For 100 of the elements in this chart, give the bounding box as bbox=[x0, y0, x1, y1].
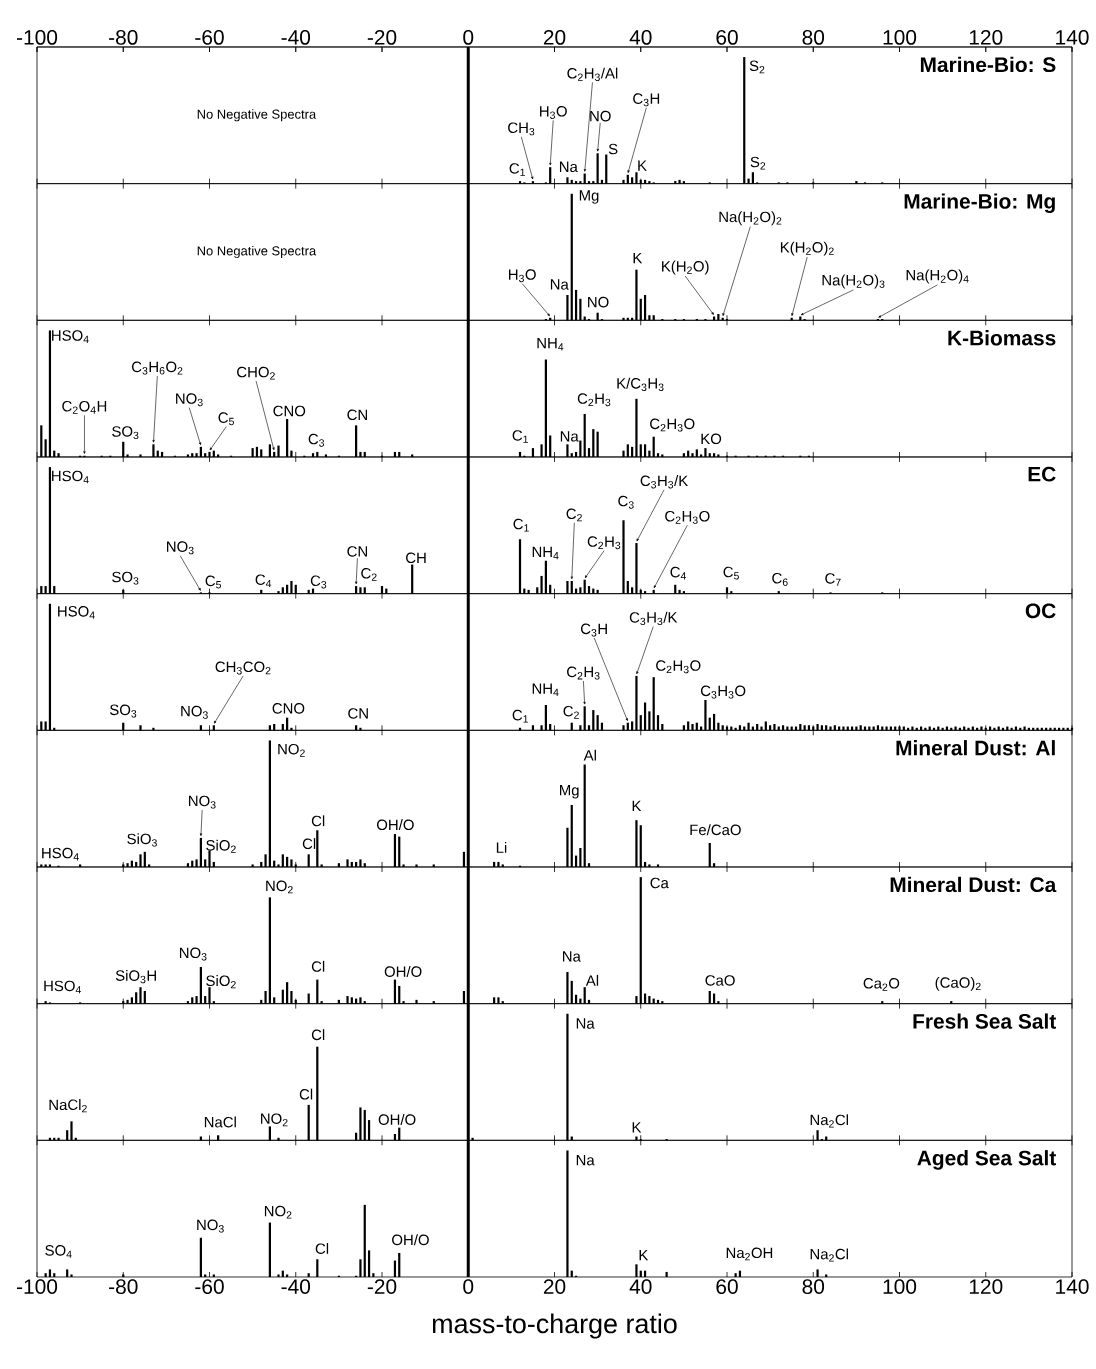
annotation: C$_{6}$ bbox=[772, 572, 788, 586]
annotation: Cl bbox=[311, 815, 325, 827]
annotation: Na bbox=[576, 1018, 595, 1029]
x-tick-label: 120 bbox=[969, 1279, 1003, 1295]
x-tick-label: 140 bbox=[1056, 1279, 1089, 1295]
annotation: SO$_{3}$ bbox=[112, 571, 139, 585]
annotation: C$_{3}$ bbox=[310, 575, 327, 589]
x-tick-label: 40 bbox=[629, 1279, 652, 1295]
x2-tick-label: 100 bbox=[883, 29, 917, 45]
annotation: CH bbox=[406, 552, 426, 564]
annotation: Al bbox=[585, 974, 599, 986]
annotation: Na bbox=[562, 951, 581, 962]
annotation: NO bbox=[588, 296, 609, 308]
annotation: K bbox=[632, 800, 642, 812]
x2-tick-label: -80 bbox=[109, 29, 138, 45]
annotation: NaCl bbox=[204, 1116, 236, 1128]
chart-title: K-Biomass bbox=[948, 330, 1056, 346]
annotation: Na bbox=[560, 431, 579, 442]
annotation: C$_{2}$H$_{3}$O bbox=[656, 660, 701, 674]
x-tick-label: 60 bbox=[716, 1279, 738, 1295]
annotation: K bbox=[632, 1122, 642, 1133]
annotation: CH$_{3}$ bbox=[508, 122, 535, 136]
chart-title: OC bbox=[1025, 603, 1056, 619]
annotation: Na bbox=[559, 161, 578, 173]
annotation: Al bbox=[583, 749, 596, 761]
annotation: K bbox=[638, 160, 647, 171]
annotation: C$_{2}$O$_{4}$H bbox=[62, 400, 107, 414]
annotation: NO$_{2}$ bbox=[266, 880, 293, 894]
annotation: NO$_{3}$ bbox=[167, 541, 194, 555]
annotation: Cl bbox=[302, 838, 316, 850]
annotation: CH$_{3}$CO$_{2}$ bbox=[215, 661, 271, 675]
annotation: C$_{2}$H$_{3}$ bbox=[577, 393, 611, 407]
annotation: S bbox=[608, 143, 618, 155]
annotation: C$_{2}$H$_{3}$O bbox=[650, 418, 695, 432]
annotation: Na$_{2}$Cl bbox=[810, 1248, 848, 1262]
x2-tick-label: 0 bbox=[463, 29, 474, 45]
x2-tick-label: -100 bbox=[16, 29, 58, 45]
annotation: C$_{2}$H$_{3}$ bbox=[587, 536, 621, 550]
annotation: HSO$_{4}$ bbox=[44, 980, 81, 994]
annotation: HSO$_{4}$ bbox=[52, 470, 89, 484]
annotation: C$_{5}$ bbox=[723, 566, 739, 580]
annotation: (CaO)$_{2}$ bbox=[935, 976, 981, 991]
annotation: SiO$_{2}$ bbox=[206, 839, 236, 853]
annotation: OH/O bbox=[392, 1234, 429, 1246]
annotation: C$_{2}$ bbox=[566, 508, 582, 522]
annotation: Cl bbox=[311, 1029, 325, 1041]
annotation: C$_{2}$H$_{3}$/Al bbox=[567, 67, 618, 81]
annotation: NO$_{2}$ bbox=[264, 1205, 292, 1219]
annotation: C$_{5}$ bbox=[205, 575, 221, 589]
annotation: Na(H$_{2}$O)$_{3}$ bbox=[822, 274, 885, 289]
annotation: C$_{2}$ bbox=[563, 705, 579, 719]
annotation: C$_{4}$ bbox=[670, 566, 687, 580]
annotation: No Negative Spectra bbox=[197, 245, 317, 258]
annotation: KO bbox=[701, 433, 722, 445]
x2-tick-label: 60 bbox=[716, 29, 738, 45]
annotation: C$_{2}$H$_{3}$ bbox=[567, 666, 600, 680]
annotation: C$_{3}$H bbox=[580, 623, 607, 637]
annotation: S$_{2}$ bbox=[750, 156, 766, 170]
annotation: Na(H$_{2}$O)$_{4}$ bbox=[906, 269, 969, 284]
annotation: Na bbox=[550, 279, 569, 290]
chart-title: Aged Sea Salt bbox=[917, 1150, 1057, 1170]
annotation: CN bbox=[347, 546, 367, 557]
x2-tick-label: 20 bbox=[543, 29, 566, 45]
annotation: NH$_{4}$ bbox=[532, 683, 559, 696]
annotation: CNO bbox=[272, 703, 305, 714]
x-tick-label: 100 bbox=[883, 1279, 917, 1295]
annotation: NO$_{2}$ bbox=[278, 743, 305, 757]
chart-title: EC bbox=[1028, 466, 1056, 482]
annotation: NO bbox=[590, 110, 611, 122]
annotation: OH/O bbox=[378, 1113, 416, 1125]
annotation: HSO$_{4}$ bbox=[58, 606, 95, 619]
x-tick-label: 0 bbox=[463, 1279, 474, 1295]
x-tick-label: 20 bbox=[543, 1279, 566, 1295]
annotation: C$_{3}$H$_{3}$O bbox=[700, 685, 746, 699]
annotation: SiO$_{3}$H bbox=[115, 969, 156, 984]
annotation: C$_{2}$H$_{3}$O bbox=[665, 510, 710, 524]
annotation: Li bbox=[496, 842, 507, 853]
annotation: C$_{4}$ bbox=[255, 574, 272, 588]
chart-title: Marine-Bio: Mg bbox=[904, 193, 1055, 213]
annotation: Na$_{2}$OH bbox=[726, 1247, 773, 1261]
annotation: Cl bbox=[315, 1243, 329, 1255]
x-tick-label: -60 bbox=[195, 1279, 224, 1295]
annotation: SO$_{4}$ bbox=[45, 1245, 72, 1258]
x2-tick-label: -20 bbox=[367, 29, 397, 45]
chart-title: Mineral Dust: Al bbox=[896, 740, 1055, 756]
annotation: C$_{1}$ bbox=[513, 518, 529, 532]
x2-tick-label: 120 bbox=[969, 29, 1003, 45]
annotation: K/C$_{3}$H$_{3}$ bbox=[617, 377, 664, 391]
x-tick-label: -20 bbox=[367, 1279, 397, 1295]
annotation: K bbox=[639, 1250, 649, 1261]
annotation: HSO$_{4}$ bbox=[52, 330, 89, 343]
annotation: NO$_{3}$ bbox=[179, 947, 207, 961]
annotation: C$_{3}$ bbox=[308, 433, 325, 447]
annotation: OH/O bbox=[384, 965, 422, 977]
x2-tick-label: -60 bbox=[195, 29, 224, 45]
annotation: Mg bbox=[579, 190, 599, 204]
annotation: OH/O bbox=[376, 819, 414, 831]
annotation: C$_{7}$ bbox=[825, 573, 841, 586]
x-tick-label: -100 bbox=[16, 1279, 58, 1295]
annotation: CNO bbox=[273, 405, 306, 417]
